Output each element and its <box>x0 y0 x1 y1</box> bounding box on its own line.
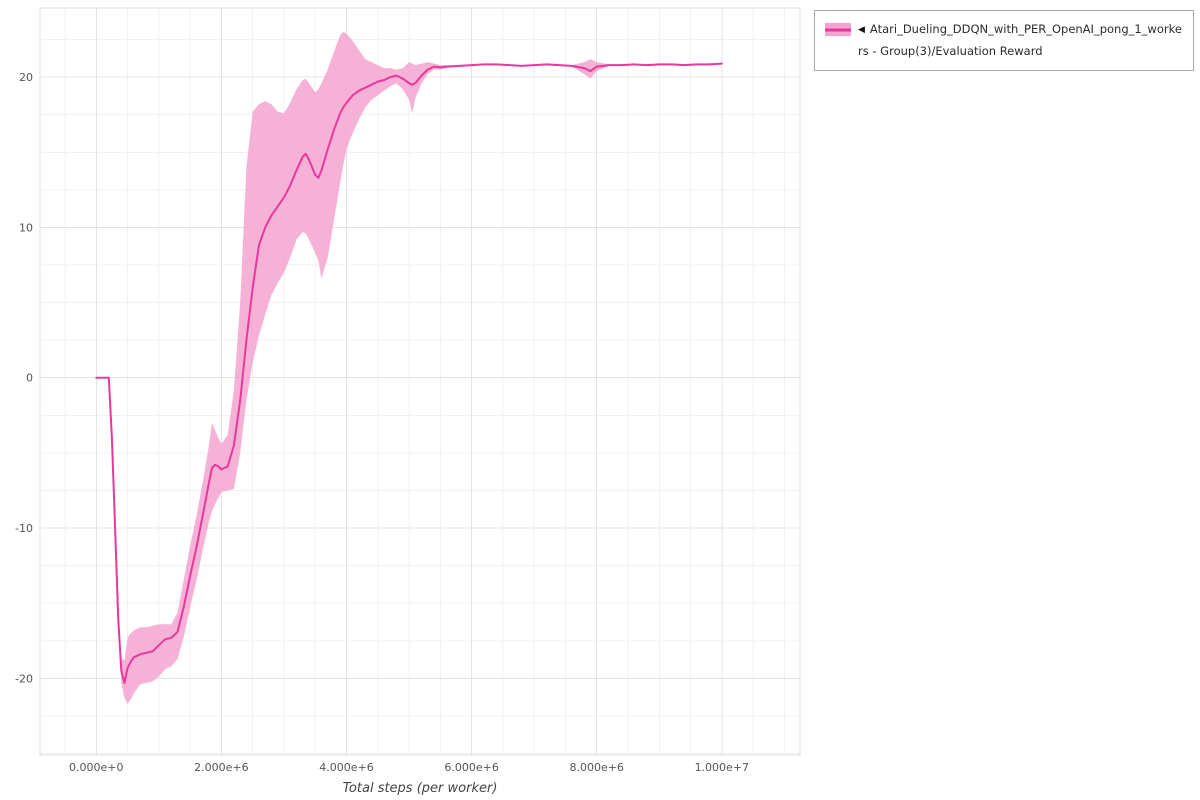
legend-collapse-icon[interactable]: ◀ <box>858 25 865 35</box>
y-tick-label: -10 <box>15 522 33 535</box>
x-tick-label: 1.000e+7 <box>695 761 749 774</box>
legend[interactable]: ◀ Atari_Dueling_DDQN_with_PER_OpenAI_pong… <box>814 10 1194 71</box>
x-tick-label: 0.000e+0 <box>69 761 123 774</box>
legend-series-swatch <box>825 23 851 36</box>
x-tick-label: 2.000e+6 <box>194 761 248 774</box>
y-tick-label: -20 <box>15 672 33 685</box>
legend-swatch-line-icon <box>825 28 851 31</box>
x-tick-label: 4.000e+6 <box>319 761 373 774</box>
x-tick-label: 8.000e+6 <box>569 761 623 774</box>
mean-line <box>95 62 723 684</box>
y-tick-label: 20 <box>19 71 33 84</box>
x-tick-label: 6.000e+6 <box>444 761 498 774</box>
legend-entry[interactable]: ◀ Atari_Dueling_DDQN_with_PER_OpenAI_pong… <box>858 18 1183 63</box>
legend-series-label[interactable]: Atari_Dueling_DDQN_with_PER_OpenAI_pong_… <box>858 22 1182 59</box>
plot-border <box>39 7 801 756</box>
confidence-band <box>96 32 722 704</box>
y-tick-label: 0 <box>26 372 33 385</box>
x-axis-title: Total steps (per worker) <box>342 781 498 796</box>
y-tick-label: 10 <box>19 221 33 234</box>
